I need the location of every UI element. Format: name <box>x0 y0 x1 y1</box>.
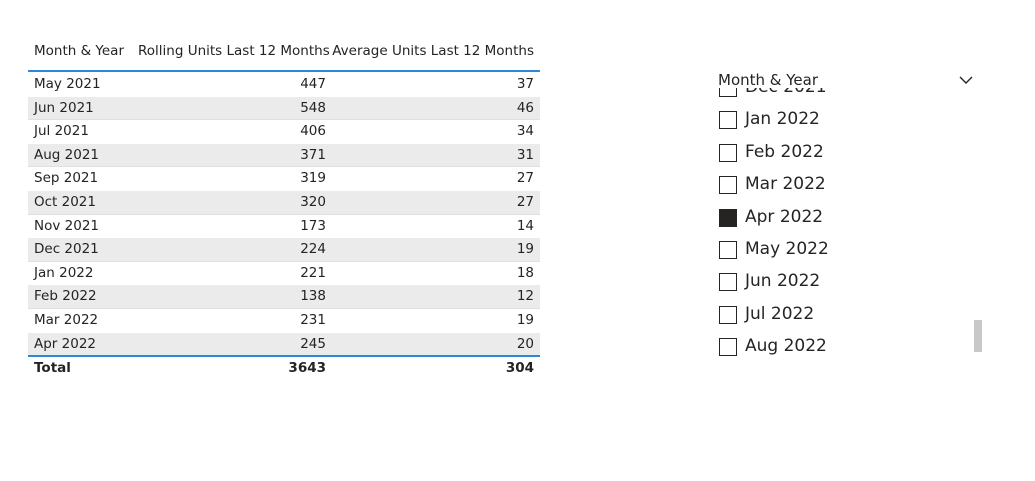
row-divider <box>28 213 540 215</box>
checkbox[interactable] <box>719 88 737 97</box>
row-background <box>28 96 540 120</box>
table-cell: 138 <box>300 288 326 305</box>
header-rule <box>28 70 540 72</box>
row-divider <box>28 166 540 168</box>
table-cell: 319 <box>300 170 326 187</box>
table-cell: Jun 2021 <box>34 99 94 116</box>
row-divider <box>28 308 540 309</box>
row-background <box>28 120 540 143</box>
table-cell: Apr 2022 <box>34 335 97 352</box>
scrollbar-thumb[interactable] <box>974 320 982 352</box>
row-background <box>28 191 540 214</box>
table-cell: 46 <box>516 99 534 116</box>
row-background <box>28 332 540 356</box>
row-background <box>28 214 540 238</box>
table-cell: Mar 2022 <box>34 312 99 328</box>
checkbox[interactable] <box>719 273 737 292</box>
slicer-item[interactable]: Aug 2022 <box>745 336 827 357</box>
table-cell: 447 <box>300 76 326 92</box>
table-cell: 173 <box>300 217 326 234</box>
checkbox[interactable] <box>719 305 737 324</box>
table-cell: Oct 2021 <box>34 194 96 210</box>
table-cell: May 2021 <box>34 76 101 92</box>
checkbox[interactable] <box>719 338 737 357</box>
slicer-dropdown[interactable] <box>958 74 974 86</box>
slicer-item[interactable]: Dec 2021 <box>745 88 827 98</box>
row-background <box>28 167 540 190</box>
row-background <box>28 285 540 308</box>
slicer-item[interactable]: Jan 2022 <box>745 109 820 130</box>
checkbox[interactable] <box>719 241 737 259</box>
table-cell: 19 <box>516 241 534 258</box>
table-cell: Jul 2021 <box>34 123 89 140</box>
table-cell: Sep 2021 <box>34 170 99 187</box>
checkbox[interactable] <box>719 111 737 130</box>
slicer-item[interactable]: May 2022 <box>745 239 829 259</box>
table-cell: 18 <box>516 264 534 281</box>
total-cell: 304 <box>505 360 534 377</box>
row-background <box>28 261 540 285</box>
table-cell: 31 <box>516 146 534 163</box>
column-header[interactable]: Average Units Last 12 Months <box>332 43 534 59</box>
table-cell: 34 <box>516 123 534 140</box>
table-cell: 406 <box>300 123 326 140</box>
table-cell: 221 <box>300 264 326 281</box>
table-cell: 14 <box>516 217 534 234</box>
table-cell: 371 <box>300 146 326 163</box>
slicer-item[interactable]: Feb 2022 <box>745 141 824 162</box>
row-divider <box>28 119 540 121</box>
table-cell: 320 <box>300 194 326 210</box>
checkbox[interactable] <box>719 176 737 195</box>
table-cell: Feb 2022 <box>34 288 97 305</box>
slicer-item[interactable]: Jun 2022 <box>745 271 821 292</box>
checkbox[interactable] <box>719 208 737 227</box>
table-cell: 27 <box>516 170 534 187</box>
row-background <box>28 309 540 332</box>
table-cell: Dec 2021 <box>34 241 99 258</box>
total-cell: Total <box>34 360 71 377</box>
row-divider <box>28 260 540 262</box>
slicer-item[interactable]: Mar 2022 <box>745 174 826 195</box>
column-header[interactable]: Rolling Units Last 12 Months <box>138 43 330 59</box>
table-cell: 37 <box>516 76 534 92</box>
table-cell: 231 <box>300 312 326 328</box>
slicer-item[interactable]: Apr 2022 <box>745 206 824 227</box>
row-background <box>28 143 540 167</box>
table-cell: Nov 2021 <box>34 217 99 234</box>
table-cell: 245 <box>300 335 326 352</box>
table-cell: 224 <box>300 241 326 258</box>
slicer-title: Month & Year <box>718 71 819 89</box>
row-background <box>28 73 540 96</box>
table-cell: 20 <box>516 335 534 352</box>
table-visual: Month & Year Rolling Units Last 12 Months… <box>28 38 540 378</box>
total-rule <box>28 355 540 358</box>
table-cell: 27 <box>516 194 534 210</box>
total-cell: 3643 <box>288 360 326 377</box>
slicer-list: Dec 2021 Jan 2022 Feb 2022 Mar 2022 Apr 2022… <box>714 88 964 362</box>
table-cell: Jan 2022 <box>34 264 94 281</box>
table-cell: 19 <box>516 312 534 328</box>
checkbox[interactable] <box>719 143 737 162</box>
table-cell: 12 <box>516 288 534 305</box>
table-cell: Aug 2021 <box>34 146 100 163</box>
table-cell: 548 <box>300 99 326 116</box>
column-header[interactable]: Month & Year <box>34 43 125 59</box>
slicer-item[interactable]: Jul 2022 <box>745 303 815 324</box>
row-background <box>28 238 540 261</box>
